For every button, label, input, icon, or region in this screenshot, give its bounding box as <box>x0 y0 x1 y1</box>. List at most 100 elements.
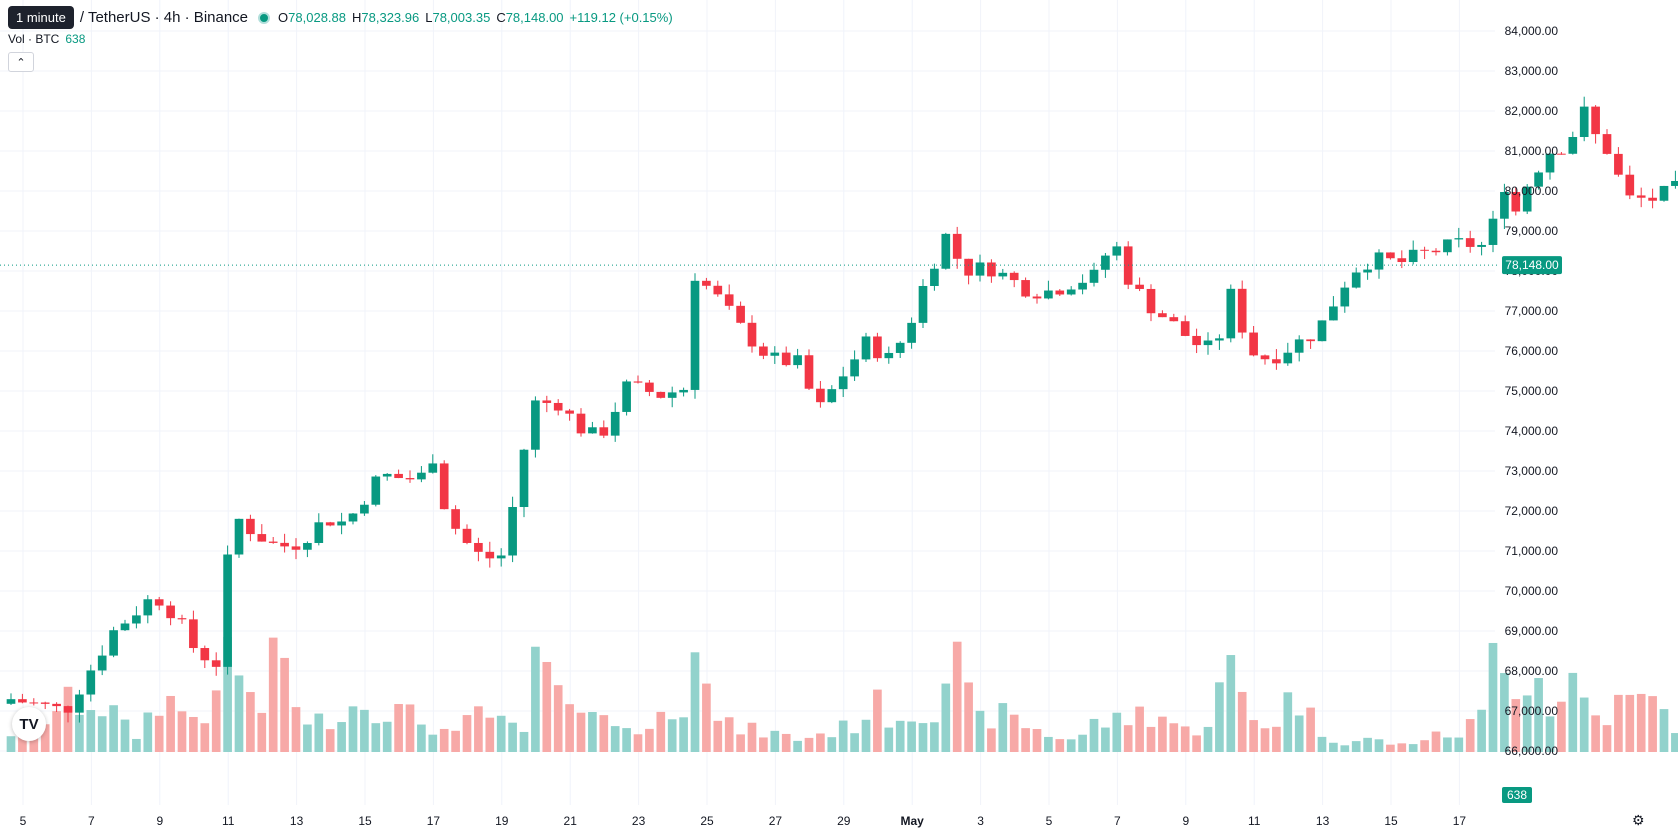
x-tick-label: 11 <box>1248 814 1261 828</box>
candle <box>1488 210 1498 253</box>
volume-bar <box>1568 672 1578 752</box>
volume-bar <box>1272 726 1281 752</box>
y-tick-label: 81,000.00 <box>1505 144 1559 158</box>
candle-body <box>656 391 666 398</box>
candle-body <box>1203 340 1213 346</box>
candle <box>1625 165 1635 200</box>
candle <box>1044 280 1053 300</box>
volume-bar <box>1021 728 1030 752</box>
time-axis[interactable]: 5 7 9 11 13 15 17 19 21 23 25 27 29 May 3 5 7 9 11 13 15 17 <box>20 814 1467 828</box>
volume-bar <box>952 641 962 752</box>
candle-body <box>75 694 84 713</box>
volume-bar <box>120 719 130 752</box>
price-axis[interactable]: 66,000.00 67,000.00 68,000.00 69,000.00 70,0… <box>1505 24 1559 758</box>
candle-body <box>474 542 483 552</box>
volume-bar <box>1226 655 1236 752</box>
candle <box>1317 320 1327 342</box>
symbol-title[interactable]: / TetherUS · 4h · Binance <box>79 9 249 26</box>
collapse-legend-button[interactable]: ⌃ <box>8 52 34 72</box>
candle <box>667 386 677 408</box>
candle <box>200 645 210 669</box>
candle-body <box>1454 238 1464 240</box>
volume-bar <box>1169 723 1179 752</box>
candle <box>1032 293 1042 304</box>
candle <box>1420 246 1429 260</box>
candle-body <box>1386 252 1395 259</box>
volume-bar <box>1465 719 1475 752</box>
candle-body <box>1363 269 1372 273</box>
candle <box>348 512 358 525</box>
volume-bar <box>1089 718 1099 752</box>
candle-body <box>964 258 973 276</box>
candle-body <box>1329 306 1338 321</box>
candle-body <box>1557 153 1566 155</box>
candle <box>1294 335 1304 362</box>
candle-body <box>1522 186 1532 212</box>
volume-bar <box>1386 744 1395 752</box>
volume-bar <box>633 734 643 752</box>
volume-bar <box>565 704 574 752</box>
candle-body <box>1226 288 1236 339</box>
volume-bar <box>759 737 768 752</box>
candle <box>1180 315 1190 337</box>
candle-body <box>1044 290 1053 299</box>
volume-bar <box>1146 726 1156 752</box>
x-tick-label: 5 <box>20 814 27 828</box>
volume-bar <box>303 724 312 752</box>
volume-bar <box>508 722 517 752</box>
candle <box>1260 354 1270 365</box>
candle <box>816 380 825 408</box>
y-tick-label: 79,000.00 <box>1505 224 1559 238</box>
candle-body <box>1340 287 1350 307</box>
volume-legend[interactable]: Vol · BTC 638 <box>8 32 85 46</box>
candle <box>314 513 324 546</box>
candle-body <box>223 554 232 667</box>
gear-icon[interactable]: ⚙ <box>1632 812 1645 828</box>
candle <box>610 402 620 442</box>
candle-body <box>394 473 403 479</box>
candle-body <box>63 706 73 713</box>
candle-body <box>702 280 711 286</box>
x-tick-label: 7 <box>1114 814 1121 828</box>
volume-bar <box>1180 726 1190 752</box>
volume-bar <box>1192 735 1201 752</box>
candle-body <box>1614 153 1623 175</box>
candle <box>1408 240 1418 265</box>
volume-bar <box>1055 739 1065 752</box>
volume-bar <box>1363 737 1372 752</box>
last-volume-badge-bg <box>1502 787 1532 803</box>
x-tick-label: 15 <box>358 814 372 828</box>
candle <box>645 379 654 397</box>
candle <box>1306 339 1315 349</box>
candle <box>1101 252 1110 278</box>
y-tick-label: 82,000.00 <box>1505 104 1559 118</box>
candle-body <box>234 518 244 555</box>
candle-body <box>861 336 871 360</box>
volume-bar <box>1591 715 1600 752</box>
candle-body <box>1579 106 1589 138</box>
candle-body <box>1283 352 1293 364</box>
y-tick-label: 68,000.00 <box>1505 664 1559 678</box>
candle-body <box>565 410 574 414</box>
volume-bar <box>314 713 324 752</box>
candle <box>166 601 175 626</box>
market-status-icon[interactable] <box>258 11 271 24</box>
candle-body <box>1146 288 1156 314</box>
candle-body <box>97 655 107 671</box>
tradingview-logo-icon[interactable]: TV <box>12 707 46 741</box>
volume-bar <box>337 722 346 752</box>
volume-bar <box>382 721 392 752</box>
candle-body <box>1568 137 1578 154</box>
candle <box>679 387 688 397</box>
candle-body <box>86 670 96 695</box>
candle-body <box>816 388 825 403</box>
x-tick-label: May <box>901 814 925 828</box>
candle <box>1443 239 1452 256</box>
volume-bar <box>645 728 654 752</box>
candle <box>1169 313 1179 322</box>
candle <box>975 254 985 282</box>
candle <box>656 391 666 399</box>
volume-bar <box>1260 728 1270 752</box>
y-tick-label: 83,000.00 <box>1505 64 1559 78</box>
